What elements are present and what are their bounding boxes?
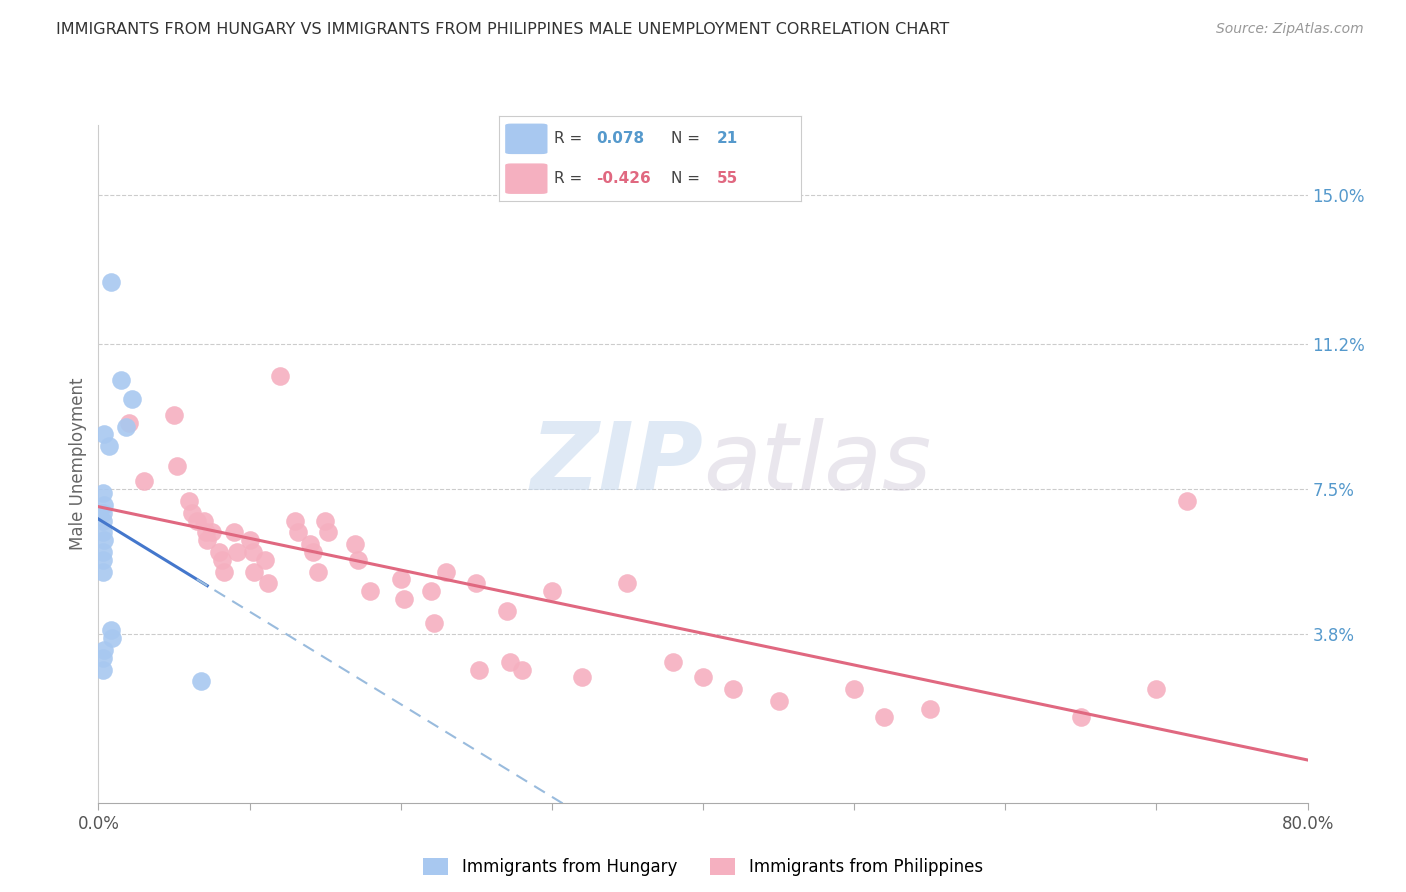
Point bbox=[299, 537, 322, 551]
Point bbox=[91, 650, 114, 665]
Point bbox=[873, 709, 896, 723]
Text: Source: ZipAtlas.com: Source: ZipAtlas.com bbox=[1216, 22, 1364, 37]
Point bbox=[918, 702, 941, 716]
Text: R =: R = bbox=[554, 131, 582, 146]
Point bbox=[98, 439, 121, 453]
Point bbox=[239, 533, 262, 548]
Point bbox=[91, 553, 114, 567]
Text: N =: N = bbox=[672, 171, 700, 186]
Y-axis label: Male Unemployment: Male Unemployment bbox=[69, 377, 87, 550]
Point bbox=[181, 506, 204, 520]
Point bbox=[347, 553, 370, 567]
Point bbox=[132, 475, 155, 489]
Point bbox=[166, 458, 188, 473]
Text: 55: 55 bbox=[717, 171, 738, 186]
Point bbox=[201, 525, 224, 540]
Text: ZIP: ZIP bbox=[530, 417, 703, 510]
Point bbox=[91, 663, 114, 677]
Point bbox=[91, 565, 114, 579]
Point bbox=[420, 584, 443, 599]
Point bbox=[163, 408, 186, 422]
Point bbox=[91, 486, 114, 500]
Text: -0.426: -0.426 bbox=[596, 171, 651, 186]
Point bbox=[256, 576, 278, 591]
Point bbox=[392, 592, 415, 607]
Point bbox=[91, 525, 114, 540]
Point bbox=[93, 533, 115, 548]
Legend: Immigrants from Hungary, Immigrants from Philippines: Immigrants from Hungary, Immigrants from… bbox=[416, 851, 990, 882]
Point bbox=[211, 553, 233, 567]
Point bbox=[100, 275, 122, 289]
Point bbox=[307, 565, 329, 579]
Point bbox=[212, 565, 235, 579]
Point bbox=[93, 498, 115, 512]
Point bbox=[662, 655, 685, 669]
Point bbox=[723, 682, 745, 697]
Point bbox=[121, 392, 143, 407]
Point bbox=[114, 419, 136, 434]
Point bbox=[118, 416, 141, 430]
Point bbox=[190, 674, 212, 689]
Text: 21: 21 bbox=[717, 131, 738, 146]
Point bbox=[100, 624, 122, 638]
Point bbox=[692, 670, 714, 684]
Point bbox=[186, 514, 208, 528]
Text: R =: R = bbox=[554, 171, 582, 186]
Point bbox=[194, 525, 217, 540]
Point bbox=[616, 576, 638, 591]
FancyBboxPatch shape bbox=[505, 163, 547, 194]
Point bbox=[179, 494, 201, 508]
Point bbox=[208, 545, 231, 559]
Text: IMMIGRANTS FROM HUNGARY VS IMMIGRANTS FROM PHILIPPINES MALE UNEMPLOYMENT CORRELA: IMMIGRANTS FROM HUNGARY VS IMMIGRANTS FR… bbox=[56, 22, 949, 37]
Point bbox=[360, 584, 382, 599]
Point bbox=[510, 663, 533, 677]
Point bbox=[844, 682, 866, 697]
Point bbox=[1144, 682, 1167, 697]
Point bbox=[269, 368, 291, 383]
Text: N =: N = bbox=[672, 131, 700, 146]
Point bbox=[768, 694, 790, 708]
Text: 0.078: 0.078 bbox=[596, 131, 644, 146]
Point bbox=[571, 670, 593, 684]
Point bbox=[495, 604, 517, 618]
Point bbox=[93, 427, 115, 442]
Point bbox=[284, 514, 307, 528]
Point bbox=[287, 525, 309, 540]
Point bbox=[434, 565, 457, 579]
Text: atlas: atlas bbox=[703, 418, 931, 509]
Point bbox=[193, 514, 215, 528]
Point bbox=[1175, 494, 1198, 508]
Point bbox=[253, 553, 276, 567]
Point bbox=[465, 576, 488, 591]
Point bbox=[540, 584, 562, 599]
Point bbox=[389, 573, 412, 587]
Point bbox=[93, 643, 115, 657]
Point bbox=[226, 545, 249, 559]
Point bbox=[468, 663, 491, 677]
Point bbox=[344, 537, 367, 551]
Point bbox=[91, 545, 114, 559]
Point bbox=[91, 514, 114, 528]
Point bbox=[423, 615, 446, 630]
Point bbox=[91, 506, 114, 520]
Point bbox=[110, 373, 132, 387]
Point bbox=[498, 655, 520, 669]
Point bbox=[242, 545, 264, 559]
Point bbox=[243, 565, 266, 579]
Point bbox=[316, 525, 339, 540]
Point bbox=[314, 514, 336, 528]
FancyBboxPatch shape bbox=[505, 124, 547, 154]
Point bbox=[1070, 709, 1092, 723]
Point bbox=[302, 545, 325, 559]
Point bbox=[224, 525, 246, 540]
Point bbox=[195, 533, 218, 548]
Point bbox=[101, 631, 124, 645]
